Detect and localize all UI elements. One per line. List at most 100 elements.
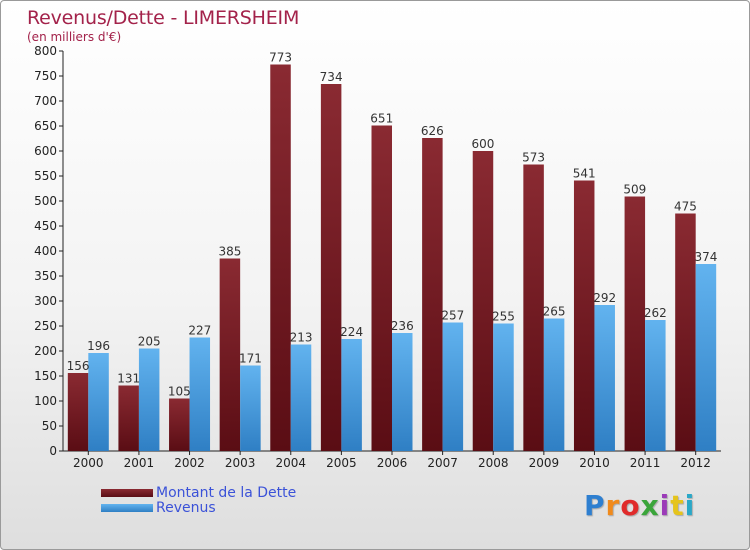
bar-revenue [189,337,211,451]
bar-revenue [695,264,717,451]
bar-debt [371,125,392,451]
chart-subtitle: (en milliers d'€) [27,30,122,44]
x-tick-label: 2012 [680,456,711,470]
logo-letter: i [684,489,696,522]
logo-letter: o [620,489,641,522]
bars [67,64,717,451]
data-label-revenue: 227 [188,324,211,338]
y-tick-label: 0 [49,444,57,458]
bar-revenue [442,322,464,451]
bar-revenue [594,305,615,451]
x-tick-label: 2006 [377,456,408,470]
x-tick-label: 2004 [275,456,306,470]
logo-letter: t [670,489,685,522]
data-label-revenue: 171 [239,352,262,366]
data-label-debt: 626 [421,124,444,138]
x-tick-label: 2005 [326,456,357,470]
legend-swatch-debt [101,489,153,497]
bar-debt [270,64,291,451]
y-tick-label: 700 [34,94,57,108]
data-label-debt: 651 [370,112,393,126]
y-tick-label: 100 [34,394,57,408]
y-axis: 0 50 100 150 200 250 300 350 400 450 500 550 600 650 7… [34,44,64,458]
bar-debt [675,213,696,451]
data-label-revenue: 213 [290,331,313,345]
data-label-revenue: 374 [694,250,717,264]
bar-debt [422,138,443,451]
data-label-revenue: 236 [391,319,414,333]
data-label-debt: 105 [168,385,191,399]
bar-debt [573,180,595,451]
data-label-debt: 773 [269,51,292,65]
proxiti-logo: Proxiti [584,489,695,522]
data-label-revenue: 196 [87,339,110,353]
bar-revenue [290,344,312,451]
logo-letter: r [605,489,621,522]
x-tick-label: 2001 [124,456,155,470]
y-tick-label: 300 [34,294,57,308]
y-tick-label: 200 [34,344,57,358]
bar-debt [219,258,241,451]
bar-revenue [645,320,666,451]
data-label-debt: 385 [218,245,241,259]
bar-debt [320,84,342,451]
bar-revenue [138,348,160,451]
bar-revenue [392,333,413,451]
data-label-revenue: 292 [593,291,616,305]
bar-debt [118,385,139,451]
data-label-revenue: 262 [644,306,667,320]
x-tick-label: 2007 [427,456,458,470]
y-tick-label: 800 [34,44,57,58]
y-tick-label: 50 [42,419,57,433]
legend-swatch-revenue [101,504,153,512]
y-tick-label: 750 [34,69,57,83]
bar-revenue [240,365,261,451]
y-tick-label: 650 [34,119,57,133]
x-tick-label: 2010 [579,456,610,470]
data-label-debt: 156 [67,359,90,373]
data-label-debt: 734 [320,70,343,84]
bar-revenue [341,339,362,451]
bar-revenue [543,318,565,451]
x-tick-label: 2002 [174,456,205,470]
data-label-debt: 475 [674,200,697,214]
bar-debt [67,373,89,451]
bar-revenue [493,323,514,451]
bar-debt [472,151,494,451]
data-label-debt: 509 [623,183,646,197]
data-label-revenue: 224 [340,325,363,339]
data-label-debt: 600 [472,137,495,151]
data-label-debt: 131 [117,372,140,386]
y-tick-label: 500 [34,194,57,208]
y-tick-label: 250 [34,319,57,333]
y-tick-label: 600 [34,144,57,158]
bar-debt [624,196,646,451]
data-label-revenue: 255 [492,310,515,324]
bar-revenue [88,353,109,451]
x-tick-label: 2011 [630,456,661,470]
logo-letter: i [659,489,671,522]
data-label-revenue: 205 [138,335,161,349]
x-tick-label: 2009 [529,456,560,470]
chart-title: Revenus/Dette - LIMERSHEIM [27,7,300,29]
y-tick-label: 400 [34,244,57,258]
data-labels: 156 196 131 205 105 227 385 171 773 213 734 224 651 2… [67,51,718,399]
x-tick-label: 2000 [73,456,104,470]
bar-debt [169,398,190,451]
y-tick-label: 150 [34,369,57,383]
legend-label-debt: Montant de la Dette [156,485,297,501]
data-label-debt: 541 [573,167,596,181]
logo-letter: P [584,489,606,522]
logo-letter: x [640,489,660,522]
legend-label-revenue: Revenus [156,500,216,516]
x-tick-label: 2008 [478,456,509,470]
data-label-revenue: 265 [543,305,566,319]
data-label-revenue: 257 [441,309,464,323]
bar-debt [523,164,544,451]
x-tick-label: 2003 [225,456,256,470]
x-axis: 2000 2001 2002 2003 2004 2005 2006 2007 2008 2009… [63,450,721,470]
y-tick-label: 450 [34,219,57,233]
y-tick-label: 550 [34,169,57,183]
